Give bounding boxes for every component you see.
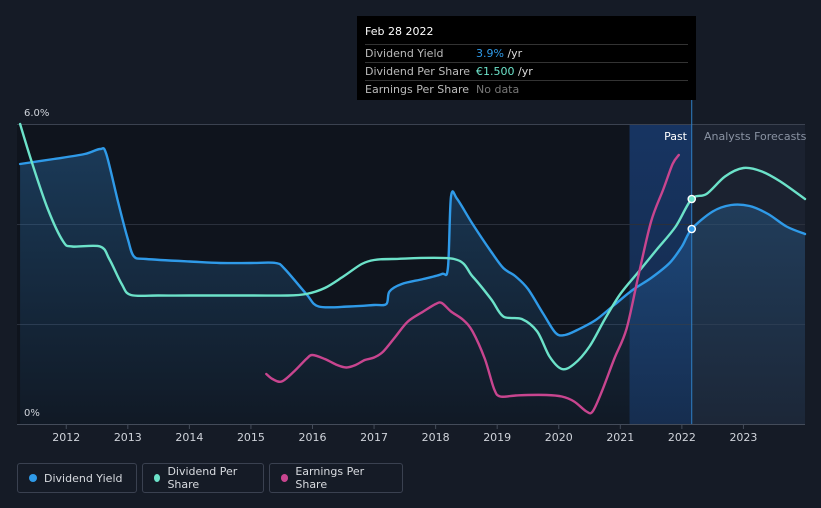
y-tick-label-top: 6.0% <box>24 108 49 119</box>
tooltip-row-earnings-per-share: Earnings Per Share No data <box>365 80 688 98</box>
dividend-yield-area <box>20 148 806 424</box>
past-label: Past <box>664 130 688 143</box>
tooltip-row-dividend-yield: Dividend Yield 3.9% /yr <box>365 44 688 62</box>
earnings-per-share-dot-icon <box>281 474 289 482</box>
x-axis-ticks: 2012 2013 2014 2015 2016 2017 2018 2019 2020 2021… <box>52 424 757 444</box>
x-tick-label: 2017 <box>360 431 388 444</box>
x-tick-label: 2022 <box>668 431 696 444</box>
x-tick-label: 2018 <box>422 431 450 444</box>
dividend-yield-highlight-point[interactable] <box>687 224 697 234</box>
series-lines <box>18 122 807 415</box>
tooltip-number: 3.9% <box>476 47 504 60</box>
tooltip-label: Dividend Per Share <box>365 65 471 78</box>
legend-label: Earnings Per Share <box>295 465 365 491</box>
tooltip-row-dividend-per-share: Dividend Per Share €1.500 /yr <box>365 62 688 80</box>
legend-dividend-yield[interactable]: Dividend Yield <box>17 463 137 493</box>
dividend-per-share-line <box>18 122 807 371</box>
legend-label: Dividend Yield <box>44 471 123 485</box>
tooltip: Feb 28 2022 Dividend Yield 3.9% /yr Divi… <box>357 16 696 100</box>
x-tick-label: 2012 <box>52 431 80 444</box>
tooltip-unit: /yr <box>514 65 533 78</box>
x-tick-label: 2023 <box>729 431 757 444</box>
tooltip-label: Earnings Per Share <box>365 83 470 96</box>
highlight-dots <box>687 194 697 234</box>
tooltip-label: Dividend Yield <box>365 47 444 60</box>
x-tick-label: 2019 <box>483 431 511 444</box>
x-tick-label: 2014 <box>175 431 203 444</box>
dividend-yield-line <box>18 147 807 337</box>
x-tick-label: 2015 <box>237 431 265 444</box>
analysts-forecasts-label: Analysts Forecasts <box>704 130 807 143</box>
x-tick-label: 2021 <box>606 431 634 444</box>
y-tick-label-bottom: 0% <box>24 408 40 419</box>
legend-dividend-per-share[interactable]: Dividend Per Share <box>142 463 264 493</box>
dividend-per-share-dot-icon <box>154 474 161 482</box>
tooltip-number: €1.500 <box>476 65 515 78</box>
x-tick-label: 2016 <box>299 431 327 444</box>
x-tick-label: 2020 <box>545 431 573 444</box>
legend-label: Dividend Per Share <box>167 465 238 491</box>
legend-earnings-per-share[interactable]: Earnings Per Share <box>269 463 403 493</box>
x-tick-label: 2013 <box>114 431 142 444</box>
tooltip-value: €1.500 /yr <box>476 65 533 78</box>
tooltip-date: Feb 28 2022 <box>365 25 434 38</box>
earnings-per-share-line <box>265 153 680 415</box>
dividend-per-share-highlight-point[interactable] <box>687 194 697 204</box>
tooltip-value: 3.9% /yr <box>476 47 522 60</box>
tooltip-unit: /yr <box>503 47 523 60</box>
dividend-yield-dot-icon <box>29 474 37 482</box>
tooltip-value: No data <box>476 83 520 96</box>
